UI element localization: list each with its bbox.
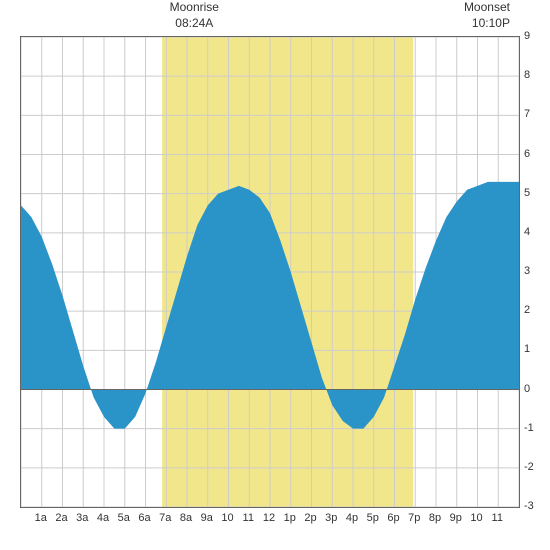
- x-tick: 11: [243, 512, 254, 524]
- plot-svg: [21, 37, 519, 507]
- x-tick: 10: [470, 512, 482, 524]
- x-tick: 2p: [304, 512, 316, 524]
- y-tick: 2: [524, 304, 530, 316]
- x-tick: 5a: [118, 512, 130, 524]
- y-tick: 7: [524, 108, 530, 120]
- x-tick: 12: [263, 512, 275, 524]
- x-tick: 9p: [450, 512, 462, 524]
- y-tick: -2: [524, 461, 534, 473]
- moonset-label: Moonset 10:10P: [450, 0, 510, 31]
- moonset-time: 10:10P: [450, 16, 510, 32]
- y-tick: 8: [524, 69, 530, 81]
- x-tick: 6a: [138, 512, 150, 524]
- x-tick: 8a: [180, 512, 192, 524]
- moonrise-title: Moonrise: [164, 0, 224, 16]
- x-tick: 1a: [35, 512, 47, 524]
- x-tick: 1p: [284, 512, 296, 524]
- y-tick: 1: [524, 343, 530, 355]
- moonrise-label: Moonrise 08:24A: [164, 0, 224, 31]
- y-tick: 5: [524, 187, 530, 199]
- moonset-title: Moonset: [450, 0, 510, 16]
- x-tick: 8p: [429, 512, 441, 524]
- x-tick: 6p: [387, 512, 399, 524]
- y-tick: 0: [524, 383, 530, 395]
- moonrise-time: 08:24A: [164, 16, 224, 32]
- x-tick: 4p: [346, 512, 358, 524]
- y-tick: 9: [524, 30, 530, 42]
- x-tick: 3a: [76, 512, 88, 524]
- y-tick: 3: [524, 265, 530, 277]
- x-tick: 3p: [325, 512, 337, 524]
- x-tick: 2a: [55, 512, 67, 524]
- tide-chart: Moonrise 08:24A Moonset 10:10P -3-2-1012…: [0, 0, 550, 550]
- y-tick: 6: [524, 148, 530, 160]
- plot-area: [20, 36, 520, 508]
- x-tick: 9a: [201, 512, 213, 524]
- x-tick: 10: [221, 512, 233, 524]
- y-tick: -3: [524, 500, 534, 512]
- x-tick: 7p: [408, 512, 420, 524]
- y-tick: -1: [524, 422, 534, 434]
- x-tick: 4a: [97, 512, 109, 524]
- x-tick: 11: [492, 512, 503, 524]
- x-tick: 7a: [159, 512, 171, 524]
- y-tick: 4: [524, 226, 530, 238]
- x-tick: 5p: [367, 512, 379, 524]
